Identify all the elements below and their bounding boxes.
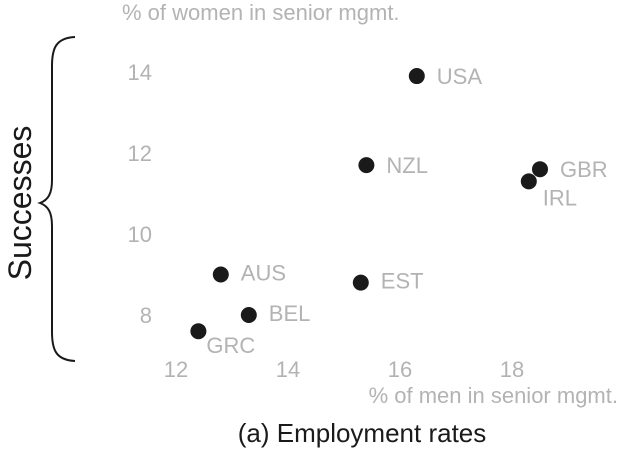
scatter-point-grc xyxy=(190,323,207,340)
y-tick-label: 14 xyxy=(128,60,152,85)
y-tick-label: 8 xyxy=(140,303,152,328)
y-tick-label: 10 xyxy=(128,222,152,247)
y-ticks: 8 10 12 14 xyxy=(128,60,152,328)
x-tick-label: 12 xyxy=(164,357,188,382)
point-label-irl: IRL xyxy=(543,185,577,210)
scatter-points: USA NZL GBR IRL AUS EST BEL GRC xyxy=(190,64,608,358)
y-axis-label: % of women in senior mgmt. xyxy=(122,0,400,25)
point-label-grc: GRC xyxy=(206,333,255,358)
x-ticks: 12 14 16 18 xyxy=(164,357,524,382)
x-tick-label: 18 xyxy=(500,357,524,382)
scatter-point-gbr xyxy=(532,161,548,178)
group-brace xyxy=(37,36,76,362)
point-label-est: EST xyxy=(381,269,424,294)
x-tick-label: 16 xyxy=(388,357,412,382)
point-label-gbr: GBR xyxy=(560,157,608,182)
scatter-point-est xyxy=(352,274,369,291)
x-tick-label: 14 xyxy=(276,357,300,382)
point-label-bel: BEL xyxy=(269,301,311,326)
point-label-usa: USA xyxy=(437,64,483,89)
x-axis-label: % of men in senior mgmt. xyxy=(369,383,618,408)
point-label-aus: AUS xyxy=(241,261,286,286)
scatter-point-aus xyxy=(212,266,229,283)
group-label: Successes xyxy=(2,126,38,281)
scatter-point-bel xyxy=(240,307,257,323)
chart-caption: (a) Employment rates xyxy=(238,418,487,448)
scatter-point-usa xyxy=(408,68,425,85)
y-tick-label: 12 xyxy=(128,141,152,166)
scatter-point-nzl xyxy=(358,157,375,174)
scatter-point-irl xyxy=(520,173,537,190)
point-label-nzl: NZL xyxy=(386,153,428,178)
